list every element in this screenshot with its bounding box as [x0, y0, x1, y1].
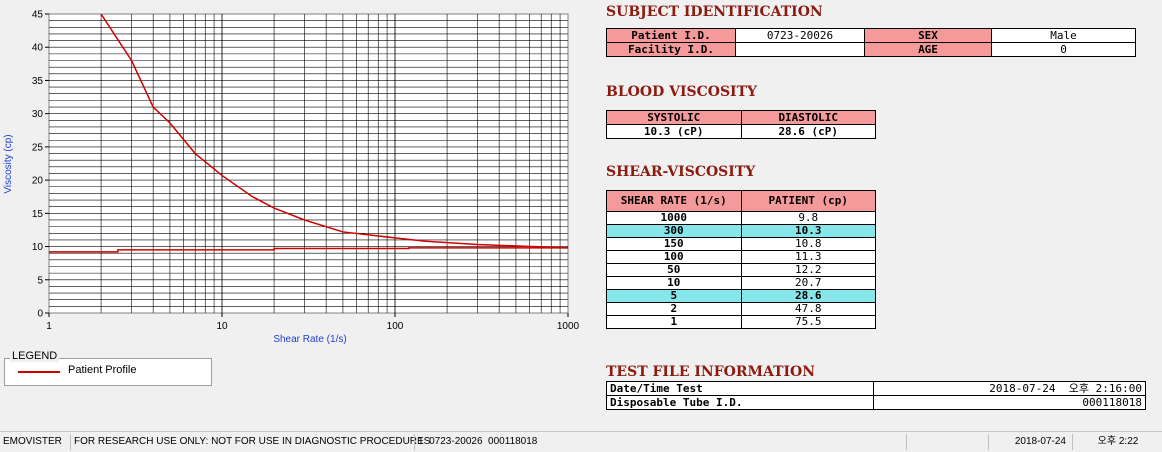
plot-area [48, 13, 569, 314]
date-time-label: Date/Time Test [606, 381, 874, 396]
patient-cp-cell: 12.2 [740, 263, 876, 277]
patient-cp-cell: 47.8 [740, 302, 876, 316]
blood-viscosity-table: SYSTOLIC DIASTOLIC 10.3 (cP) 28.6 (cP) [606, 110, 876, 139]
diastolic-value: 28.6 (cP) [740, 124, 876, 139]
y-tick-label: 20 [32, 176, 44, 187]
legend-swatch [18, 371, 60, 373]
patient-cp-cell: 10.8 [740, 237, 876, 251]
test-file-title: TEST FILE INFORMATION [606, 364, 816, 380]
legend-item-label: Patient Profile [68, 364, 137, 376]
status-time: 오후 2:22 [1072, 434, 1160, 450]
x-tick-label: 1 [46, 321, 52, 332]
facility-id-label: Facility I.D. [606, 42, 736, 57]
patient-cp-cell: 11.3 [740, 250, 876, 264]
y-tick-label: 45 [32, 10, 44, 21]
shear-rate-cell: 50 [606, 263, 742, 277]
y-tick-label: 0 [37, 309, 43, 320]
shear-rate-cell: 1 [606, 315, 742, 329]
facility-id-value [735, 42, 865, 57]
age-value: 0 [991, 42, 1136, 57]
sex-label: SEX [864, 28, 992, 43]
y-tick-label: 10 [32, 242, 44, 253]
shear-rate-cell-highlight: 300 [606, 224, 742, 238]
chart-grid [49, 14, 568, 313]
status-record: 1 0723-20026 000118018 [414, 434, 904, 450]
shear-rate-cell: 10 [606, 276, 742, 290]
status-empty [906, 434, 986, 450]
shear-rate-cell: 150 [606, 237, 742, 251]
y-tick-label: 30 [32, 109, 44, 120]
y-tick-label: 15 [32, 209, 44, 220]
patient-cp-cell: 20.7 [740, 276, 876, 290]
chart-series [49, 14, 568, 253]
series-patient-profile [100, 14, 568, 249]
shear-rate-cell: 2 [606, 302, 742, 316]
subject-table: Patient I.D. 0723-20026 SEX Male Facilit… [606, 28, 1136, 57]
status-notice: FOR RESEARCH USE ONLY: NOT FOR USE IN DI… [70, 434, 430, 450]
series-baseline [49, 247, 568, 253]
test-file-table: Date/Time Test 2018-07-24 오후 2:16:00 Dis… [606, 381, 1146, 410]
tube-id-label: Disposable Tube I.D. [606, 395, 874, 410]
y-tick-label: 25 [32, 142, 44, 153]
shear-viscosity-table: SHEAR RATE (1/s) PATIENT (cp) 1000 9.8 30… [606, 190, 876, 329]
chart-ticks: 0 5 10 15 20 25 30 35 40 45 1 10 100 1000 [32, 10, 580, 333]
x-tick-label: 1000 [557, 321, 580, 332]
patient-cp-cell: 75.5 [740, 315, 876, 329]
patient-cp-header: PATIENT (cp) [740, 190, 876, 212]
age-label: AGE [864, 42, 992, 57]
systolic-label: SYSTOLIC [606, 110, 742, 125]
shear-rate-cell-highlight: 5 [606, 289, 742, 303]
y-tick-label: 5 [37, 275, 43, 286]
shear-viscosity-title: SHEAR-VISCOSITY [606, 164, 756, 180]
status-date: 2018-07-24 [988, 434, 1070, 450]
shear-rate-cell: 100 [606, 250, 742, 264]
legend-title: LEGEND [10, 350, 60, 362]
diastolic-label: DIASTOLIC [740, 110, 876, 125]
blood-viscosity-title: BLOOD VISCOSITY [606, 84, 758, 100]
x-tick-label: 10 [216, 321, 228, 332]
subject-section-title: SUBJECT IDENTIFICATION [606, 4, 823, 20]
y-axis-label: Viscosity (cp) [3, 134, 14, 193]
patient-cp-cell-highlight: 10.3 [740, 224, 876, 238]
shear-rate-cell: 1000 [606, 211, 742, 225]
patient-cp-cell: 9.8 [740, 211, 876, 225]
status-app-name: EMOVISTER [3, 436, 62, 447]
date-time-value: 2018-07-24 오후 2:16:00 [873, 381, 1146, 396]
y-tick-label: 40 [32, 43, 44, 54]
patient-id-label: Patient I.D. [606, 28, 736, 43]
status-bar: EMOVISTER FOR RESEARCH USE ONLY: NOT FOR… [0, 431, 1162, 452]
patient-cp-cell-highlight: 28.6 [740, 289, 876, 303]
y-tick-label: 35 [32, 76, 44, 87]
shear-rate-header: SHEAR RATE (1/s) [606, 190, 742, 212]
x-tick-label: 100 [387, 321, 404, 332]
sex-value: Male [991, 28, 1136, 43]
viscosity-chart: 0 5 10 15 20 25 30 35 40 45 1 10 100 1000 Shear Rate … [0, 0, 600, 348]
tube-id-value: 000118018 [873, 395, 1146, 410]
x-axis-label: Shear Rate (1/s) [273, 334, 346, 345]
systolic-value: 10.3 (cP) [606, 124, 742, 139]
patient-id-value: 0723-20026 [735, 28, 865, 43]
